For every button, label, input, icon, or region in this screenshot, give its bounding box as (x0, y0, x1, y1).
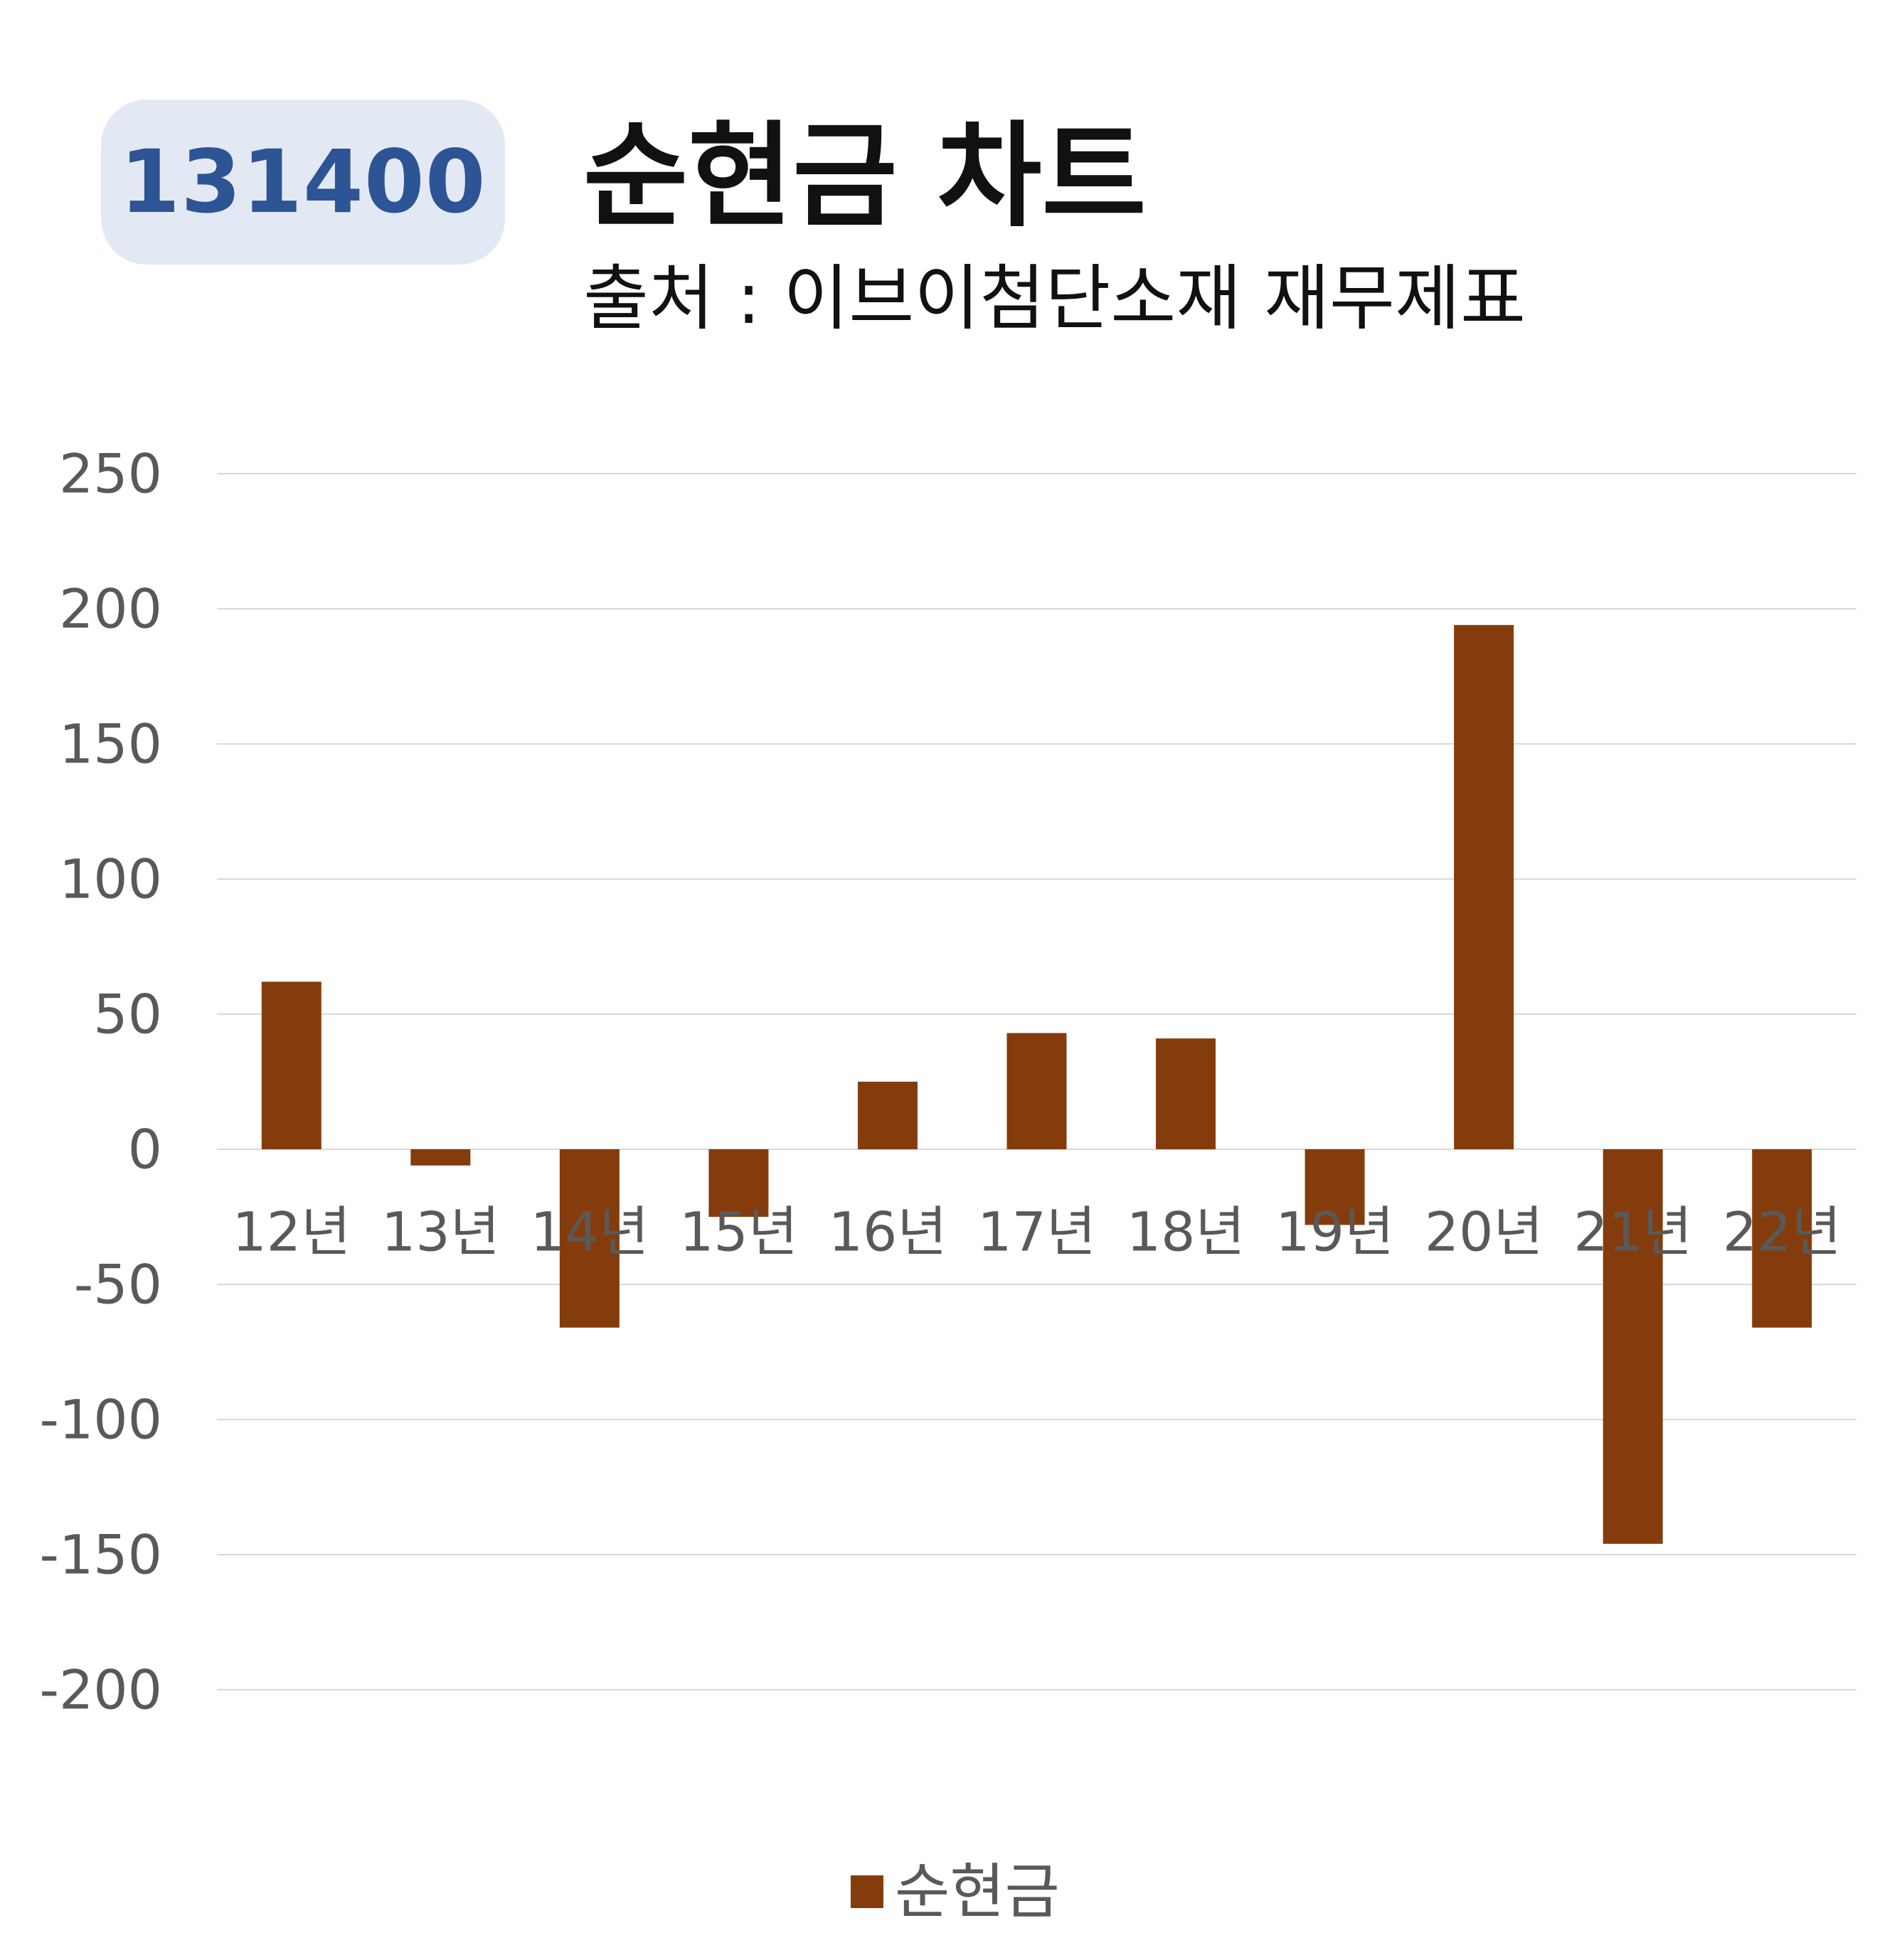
y-tick-label: -50 (74, 1253, 162, 1316)
x-tick-label: 13년 (381, 1200, 500, 1264)
y-tick-label: 200 (59, 577, 162, 641)
y-tick-label: -150 (40, 1523, 162, 1587)
x-tick-label: 15년 (679, 1200, 798, 1264)
y-tick-label: 100 (59, 848, 162, 911)
x-tick-label: 16년 (829, 1200, 947, 1264)
bar (1156, 1038, 1216, 1149)
x-tick-label: 19년 (1275, 1200, 1394, 1264)
y-tick-label: -200 (40, 1658, 162, 1722)
bar (1603, 1149, 1663, 1544)
legend-label: 순현금 (895, 1857, 1060, 1927)
bars (261, 624, 1812, 1544)
legend-swatch (851, 1875, 883, 1908)
bar (708, 1149, 769, 1217)
x-tick-label: 20년 (1425, 1200, 1543, 1264)
x-tick-label: 22년 (1723, 1200, 1842, 1264)
chart-title: 순현금 차트 (583, 110, 1147, 243)
bar (559, 1149, 620, 1328)
bar (1454, 624, 1514, 1149)
chart-subtitle: 출처 : 이브이첨단소재 재무제표 (583, 257, 1526, 340)
stock-code-badge: 131400 (101, 100, 505, 265)
y-tick-label: 50 (93, 983, 162, 1046)
bar (261, 981, 322, 1149)
x-tick-label: 17년 (977, 1200, 1096, 1264)
bar (1006, 1033, 1067, 1149)
bar (1304, 1149, 1365, 1225)
x-tick-label: 14년 (531, 1200, 649, 1264)
y-tick-label: 250 (59, 442, 162, 506)
x-tick-label: 21년 (1573, 1200, 1692, 1264)
y-tick-label: -100 (40, 1388, 162, 1452)
legend: 순현금 (851, 1862, 1060, 1922)
stock-code: 131400 (119, 132, 487, 233)
y-axis-ticks: 250 200 150 100 50 0 -50 -100 -150 -200 (40, 442, 162, 1722)
bar (1752, 1149, 1812, 1328)
y-tick-label: 150 (59, 713, 162, 776)
y-tick-label: 0 (128, 1118, 162, 1181)
x-axis-ticks: 12년 13년 14년 15년 16년 17년 18년 19년 20년 21년 22년 (232, 1200, 1841, 1264)
bar (410, 1149, 471, 1166)
x-tick-label: 18년 (1127, 1200, 1245, 1264)
x-tick-label: 12년 (232, 1200, 351, 1264)
bar (857, 1082, 918, 1149)
